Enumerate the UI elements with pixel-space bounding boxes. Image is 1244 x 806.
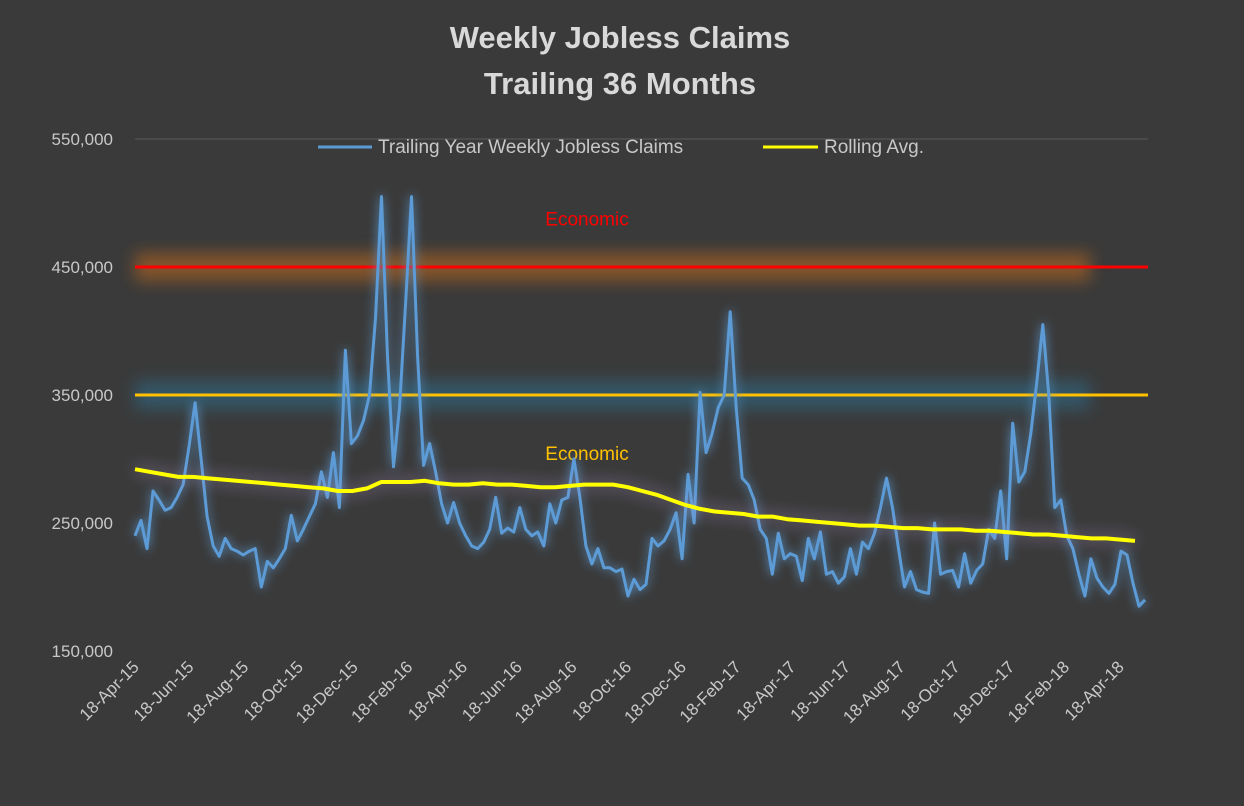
legend: Trailing Year Weekly Jobless Claims Roll… [318, 137, 924, 158]
threshold-label: Economic [545, 444, 628, 465]
series-line-rolling-avg [134, 467, 1136, 543]
series-line-claims [133, 195, 1147, 608]
legend-label-rolling-avg: Rolling Avg. [824, 137, 924, 158]
threshold-label: Economic [545, 210, 628, 231]
y-tick-label: 550,000 [52, 130, 113, 149]
y-tick-label: 150,000 [52, 642, 113, 661]
y-tick-label: 450,000 [52, 258, 113, 277]
threshold-lines: Economic Economic [135, 210, 1148, 465]
x-tick-label: 18-Apr-18 [1061, 657, 1128, 724]
chart-title-line-2: Trailing 36 Months [484, 66, 756, 101]
legend-label-claims: Trailing Year Weekly Jobless Claims [378, 137, 683, 158]
x-axis: 18-Apr-1518-Jun-1518-Aug-1518-Oct-1518-D… [76, 657, 1128, 727]
chart-title-line-1: Weekly Jobless Claims [450, 20, 791, 55]
y-tick-label: 350,000 [52, 386, 113, 405]
y-axis: 150,000 250,000 350,000 450,000 550,000 [52, 130, 113, 661]
y-tick-label: 250,000 [52, 514, 113, 533]
series-layer [133, 195, 1147, 608]
